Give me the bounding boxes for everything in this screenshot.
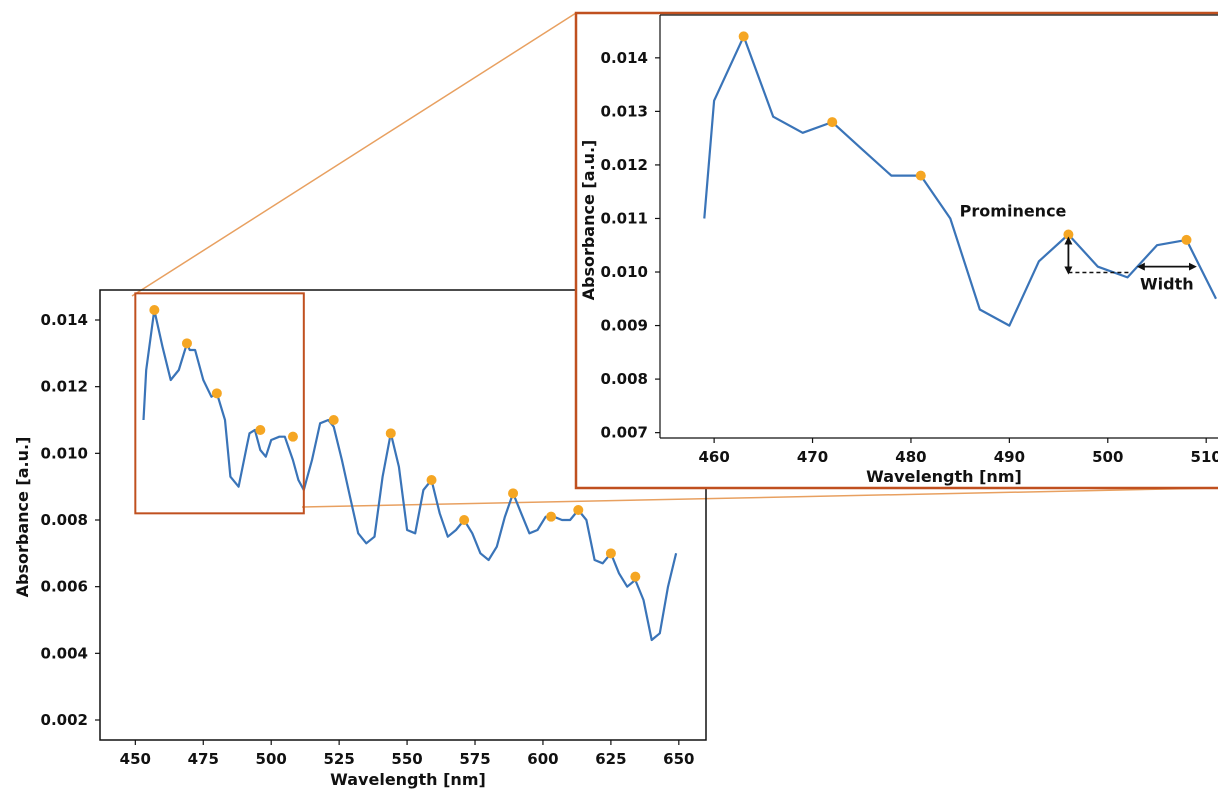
main-y-axis: 0.002 0.004 0.006 0.008 0.010 0.012 0.014 [41, 311, 100, 729]
inset-y-tick-label: 0.009 [601, 317, 648, 335]
zoom-region-box [134, 292, 305, 515]
main-peak-marker [508, 488, 519, 499]
main-x-tick-label: 575 [459, 750, 490, 768]
main-peak-marker [181, 338, 192, 349]
main-x-tick-label: 600 [527, 750, 558, 768]
inset-peak-marker [827, 117, 838, 128]
inset-y-tick-label: 0.008 [601, 370, 648, 388]
main-y-tick-label: 0.012 [41, 378, 88, 396]
main-x-axis: 450 475 500 525 550 575 600 625 650 [120, 740, 694, 768]
prominence-label: Prominence [960, 202, 1067, 221]
main-y-tick-label: 0.004 [41, 644, 88, 662]
inset-x-axis: 460 470 480 490 500 510 [698, 438, 1218, 466]
inset-y-tick-label: 0.010 [601, 263, 648, 281]
inset-x-tick-label: 480 [895, 448, 926, 466]
inset-x-tick-label: 510 [1191, 448, 1218, 466]
main-peak-marker [328, 415, 339, 425]
main-x-tick-label: 650 [663, 750, 694, 768]
inset-y-axis-label: Absorbance [a.u.] [579, 140, 598, 301]
main-peak-marker [287, 431, 298, 442]
inset-peak-marker [1063, 229, 1074, 240]
inset-y-tick-label: 0.012 [601, 156, 648, 174]
inset-peak-marker [738, 31, 749, 42]
main-y-tick-label: 0.002 [41, 711, 88, 729]
zoom-connector-top [131, 12, 577, 297]
main-y-tick-label: 0.008 [41, 511, 88, 529]
main-x-tick-label: 525 [323, 750, 354, 768]
main-peak-marker [573, 505, 584, 515]
inset-y-axis: 0.007 0.008 0.009 0.010 0.011 0.012 0.013 0.014 [601, 49, 660, 442]
main-y-axis-label: Absorbance [a.u.] [13, 437, 32, 598]
inset-border [574, 11, 1218, 490]
inset-x-tick-label: 460 [698, 448, 729, 466]
main-plot-frame [99, 289, 707, 741]
zoom-connector-bottom [301, 487, 1218, 508]
main-x-tick-label: 450 [120, 750, 151, 768]
main-chart: 450 475 500 525 550 575 600 625 650 0.0020.0040.… [13, 289, 707, 789]
inset-x-tick-label: 470 [797, 448, 828, 466]
main-peak-marker [605, 548, 616, 559]
inset-peak-marker [915, 170, 926, 181]
main-x-tick-label: 500 [256, 750, 287, 768]
main-y-tick-label: 0.006 [41, 578, 88, 596]
inset-peak-marker [1181, 234, 1192, 245]
main-peak-marker [211, 388, 222, 399]
main-y-tick-label: 0.010 [41, 444, 88, 462]
inset-y-tick-label: 0.007 [601, 424, 648, 442]
main-peak-marker [385, 428, 396, 439]
inset-y-tick-label: 0.014 [601, 49, 648, 67]
inset-x-tick-label: 500 [1092, 448, 1123, 466]
main-peak-marker [255, 425, 266, 435]
main-peak-marker [630, 571, 641, 582]
inset-annotations: Prominence Width [960, 202, 1197, 294]
inset-x-tick-label: 490 [994, 448, 1025, 466]
main-x-axis-label: Wavelength [nm] [330, 770, 486, 789]
inset-chart: 460 470 480 490 500 510 0.0070.0080.0090.0100… [574, 11, 1218, 490]
main-peak-marker [546, 511, 557, 522]
main-x-tick-label: 625 [595, 750, 626, 768]
main-peak-marker [426, 475, 437, 485]
inset-y-tick-label: 0.011 [601, 209, 648, 227]
inset-peaks [738, 31, 1192, 245]
main-peaks [149, 305, 641, 582]
main-y-tick-label: 0.014 [41, 311, 88, 329]
main-peak-marker [459, 515, 470, 525]
main-x-tick-label: 475 [188, 750, 219, 768]
inset-y-tick-label: 0.013 [601, 102, 648, 120]
main-x-tick-label: 550 [391, 750, 422, 768]
width-label: Width [1140, 275, 1194, 294]
inset-series-line [703, 35, 1217, 327]
inset-background [576, 13, 1218, 488]
inset-series [703, 35, 1217, 327]
inset-x-axis-label: Wavelength [nm] [866, 467, 1022, 486]
main-peak-marker [149, 305, 160, 315]
